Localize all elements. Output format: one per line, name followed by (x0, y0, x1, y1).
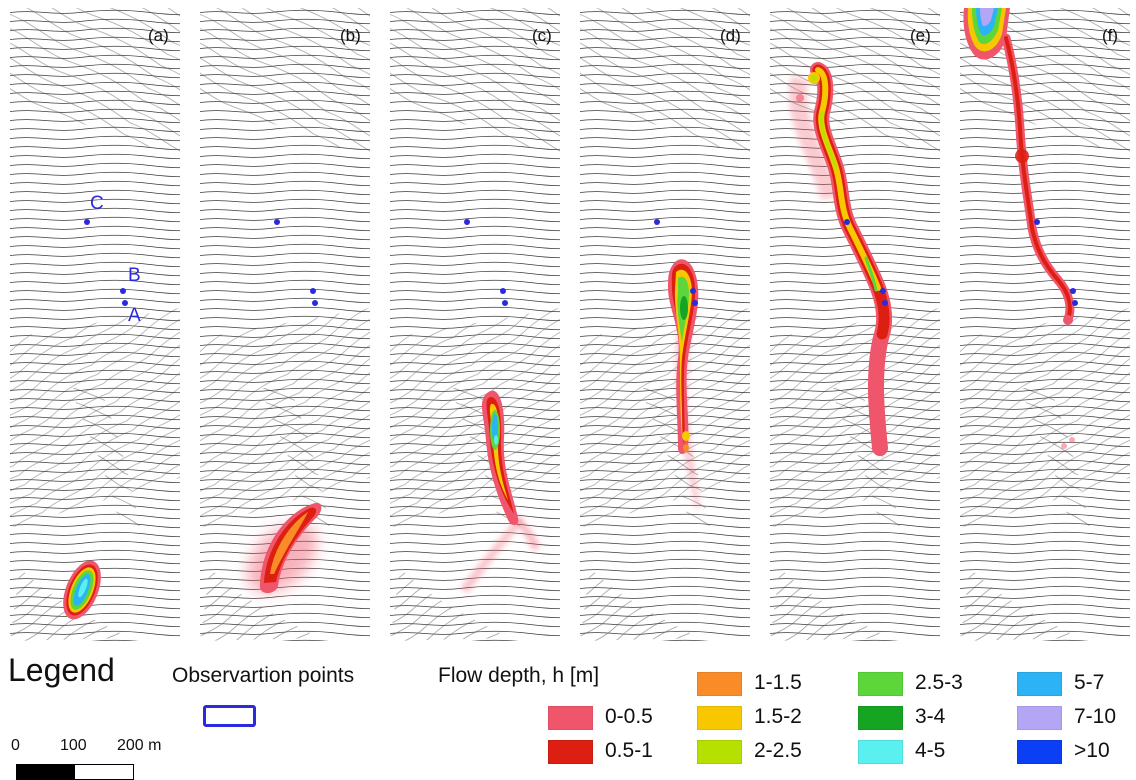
observation-point-c (274, 219, 280, 225)
scale-bar (16, 764, 134, 780)
point-label-a: A (128, 305, 141, 326)
observation-point-b (120, 288, 126, 294)
panel-label-f: (f) (1102, 26, 1119, 45)
legend-label: 2-2.5 (754, 739, 802, 762)
legend-label: 1-1.5 (754, 671, 802, 694)
legend-label: 1.5-2 (754, 705, 802, 728)
flow-depth-area-c (460, 390, 540, 593)
observation-point-a (312, 300, 318, 306)
point-label-b: B (128, 265, 141, 286)
panel-b (200, 8, 370, 641)
panel-d (580, 8, 750, 641)
legend-swatch (548, 740, 593, 764)
scale-label-0: 0 (11, 737, 20, 754)
observation-points-swatch (203, 705, 256, 727)
observation-point-b (690, 288, 696, 294)
observation-point-b (1070, 288, 1076, 294)
flow-depth-area-d (668, 259, 700, 508)
panel-label-b: (b) (340, 26, 361, 45)
observation-point-b (880, 288, 886, 294)
panel-label-c: (c) (532, 26, 552, 45)
legend-label: 0-0.5 (605, 705, 653, 728)
panel-c (390, 8, 560, 641)
legend-label: 0.5-1 (605, 739, 653, 762)
observation-point-a (122, 300, 128, 306)
panel-e (770, 8, 940, 641)
legend-swatch (548, 706, 593, 730)
legend-swatch (697, 706, 742, 730)
legend-swatch (858, 740, 903, 764)
legend-title: Legend (8, 652, 115, 688)
observation-point-a (692, 300, 698, 306)
panel-label-e: (e) (910, 26, 931, 45)
legend-label: 2.5-3 (915, 671, 963, 694)
flow-depth-area-f (963, 8, 1075, 449)
observation-point-c (1034, 219, 1040, 225)
legend-label: 4-5 (915, 739, 946, 762)
flow-depth-area-b (247, 502, 322, 594)
panel-f (960, 8, 1130, 641)
flow-depth-area-e (789, 62, 893, 456)
panels-figure (10, 8, 1130, 641)
flow-depth-title: Flow depth, h [m] (438, 664, 600, 687)
observation-point-b (310, 288, 316, 294)
legend-swatch (858, 706, 903, 730)
observation-point-a (1072, 300, 1078, 306)
legend-swatch (697, 672, 742, 696)
panel-label-a: (a) (148, 26, 169, 45)
legend-swatch (1017, 672, 1062, 696)
legend-swatch (1017, 740, 1062, 764)
panel-a (10, 8, 180, 641)
scale-label-200: 200 m (117, 737, 162, 754)
legend-label: 3-4 (915, 705, 946, 728)
legend-label: >10 (1074, 739, 1110, 762)
legend-swatch (858, 672, 903, 696)
observation-point-a (502, 300, 508, 306)
observation-point-a (882, 300, 888, 306)
point-label-c: C (90, 193, 104, 214)
legend-swatch (1017, 706, 1062, 730)
legend-label: 7-10 (1074, 705, 1117, 728)
observation-point-b (500, 288, 506, 294)
observation-points-title: Observartion points (172, 664, 355, 687)
observation-point-c (84, 219, 90, 225)
panel-label-d: (d) (720, 26, 741, 45)
observation-point-c (464, 219, 470, 225)
flow-depth-area-a (63, 560, 101, 620)
observation-point-c (654, 219, 660, 225)
observation-point-c (844, 219, 850, 225)
legend-swatch (697, 740, 742, 764)
scale-label-100: 100 (60, 737, 87, 754)
legend-label: 5-7 (1074, 671, 1105, 694)
